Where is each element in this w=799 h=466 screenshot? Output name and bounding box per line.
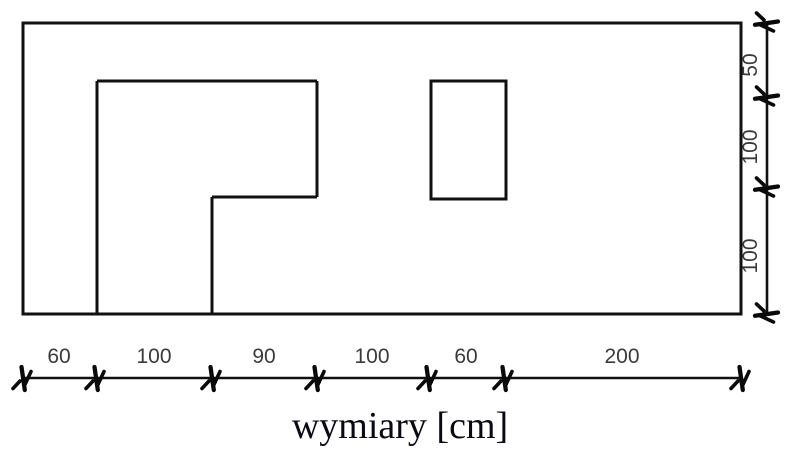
svg-text:200: 200 <box>604 345 639 368</box>
svg-text:100: 100 <box>136 345 171 368</box>
svg-text:wymiary [cm]: wymiary [cm] <box>292 405 508 447</box>
svg-text:60: 60 <box>47 345 70 368</box>
svg-text:100: 100 <box>739 129 762 164</box>
svg-text:100: 100 <box>739 238 762 273</box>
svg-text:60: 60 <box>454 345 477 368</box>
svg-text:100: 100 <box>354 345 389 368</box>
svg-text:50: 50 <box>739 53 762 76</box>
svg-text:90: 90 <box>252 345 275 368</box>
